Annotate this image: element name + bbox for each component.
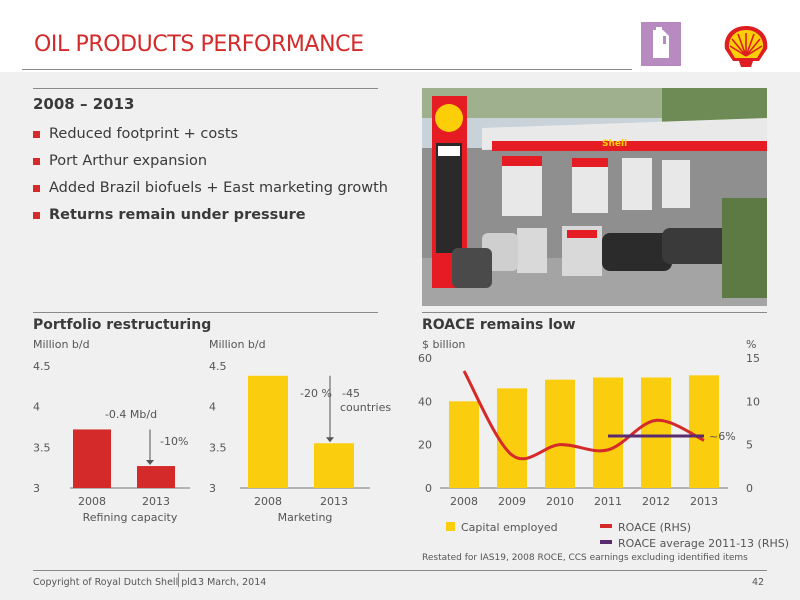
period-heading: 2008 – 2013 (33, 95, 135, 113)
refining-bar (73, 429, 111, 488)
portfolio-title: Portfolio restructuring (33, 317, 212, 333)
roace-average-label: ~6% (709, 430, 736, 443)
marketing-x-axis-label: Marketing (278, 511, 333, 524)
roace-x-tick-label: 2010 (546, 495, 574, 508)
bullet-item: Returns remain under pressure (33, 202, 388, 229)
divider (33, 312, 378, 313)
capital-y-tick-label: 40 (418, 395, 432, 408)
marketing-y-axis-label: Million b/d (209, 338, 266, 351)
refining-percent-label: -10% (160, 435, 188, 448)
highlights-list: Reduced footprint + costs Port Arthur ex… (33, 121, 388, 229)
roace-x-tick-label: 2011 (594, 495, 622, 508)
footer-date: 13 March, 2014 (192, 577, 267, 588)
marketing-y-tick-label: 3.5 (209, 441, 227, 454)
marketing-arrow-head (326, 437, 334, 443)
divider (422, 312, 767, 313)
copyright-text: Copyright of Royal Dutch Shell plc (33, 577, 196, 588)
capital-y-tick-label: 0 (425, 482, 432, 495)
marketing-y-tick-label: 3 (209, 482, 216, 495)
divider (33, 88, 378, 89)
chart-footnote: Restated for IAS19, 2008 ROCE, CCS earni… (422, 553, 748, 563)
capital-employed-bar (593, 377, 623, 488)
refining-x-axis-label: Refining capacity (83, 511, 178, 524)
page-title: OIL PRODUCTS PERFORMANCE (34, 32, 364, 57)
marketing-x-tick-label: 2008 (254, 495, 282, 508)
refining-y-tick-label: 4 (33, 401, 40, 414)
footer-divider (33, 570, 767, 571)
capital-employed-bar (689, 375, 719, 488)
roace-y2-tick-label: 0 (746, 482, 753, 495)
roace-x-tick-label: 2013 (690, 495, 718, 508)
footer-separator (178, 573, 179, 587)
capital-y-tick-label: 20 (418, 439, 432, 452)
roace-line (462, 370, 705, 461)
shell-logo (721, 23, 771, 69)
marketing-y-tick-label: 4.5 (209, 360, 227, 373)
roace-y2-tick-label: 15 (746, 352, 760, 365)
marketing-x-tick-label: 2013 (320, 495, 348, 508)
capital-employed-bar (545, 379, 575, 488)
roace-y2-axis-label: % (746, 338, 757, 351)
roace-x-tick-label: 2009 (498, 495, 526, 508)
roace-x-tick-label: 2008 (450, 495, 478, 508)
legend-capital-swatch (446, 522, 455, 531)
roace-title: ROACE remains low (422, 317, 576, 333)
service-station-photo: Shell (422, 88, 767, 306)
legend-roace-label: ROACE (RHS) (618, 521, 691, 534)
capital-employed-bar (497, 388, 527, 488)
refining-x-tick-label: 2013 (142, 495, 170, 508)
capital-employed-bar (449, 401, 479, 488)
title-underline (22, 69, 632, 70)
marketing-change-label: -20 % (300, 387, 332, 400)
marketing-y-tick-label: 4 (209, 401, 216, 414)
marketing-bar (248, 375, 288, 488)
capital-y-axis-label: $ billion (422, 338, 466, 351)
bullet-item: Reduced footprint + costs (33, 121, 388, 148)
legend-average-label: ROACE average 2011-13 (RHS) (618, 537, 789, 550)
roace-x-tick-label: 2012 (642, 495, 670, 508)
fuel-can-icon (641, 22, 681, 66)
roace-y2-tick-label: 5 (746, 439, 753, 452)
svg-text:Shell: Shell (602, 139, 627, 149)
legend-capital-label: Capital employed (461, 521, 558, 534)
bullet-item: Port Arthur expansion (33, 148, 388, 175)
refining-y-axis-label: Million b/d (33, 338, 90, 351)
refining-change-label: -0.4 Mb/d (105, 408, 157, 421)
legend-average-swatch (600, 540, 612, 544)
refining-arrow-head (146, 460, 154, 466)
legend-roace-swatch (600, 524, 612, 528)
refining-y-tick-label: 3.5 (33, 441, 51, 454)
refining-bar (137, 466, 175, 488)
marketing-countries-count: -45 (342, 387, 360, 400)
marketing-countries-label: countries (340, 401, 391, 414)
refining-y-tick-label: 3 (33, 482, 40, 495)
capital-y-tick-label: 60 (418, 352, 432, 365)
refining-x-tick-label: 2008 (78, 495, 106, 508)
roace-y2-tick-label: 10 (746, 395, 760, 408)
bullet-item: Added Brazil biofuels + East marketing g… (33, 175, 388, 202)
refining-y-tick-label: 4.5 (33, 360, 51, 373)
marketing-bar (314, 443, 354, 488)
capital-employed-bar (641, 377, 671, 488)
page-number: 42 (752, 577, 765, 588)
